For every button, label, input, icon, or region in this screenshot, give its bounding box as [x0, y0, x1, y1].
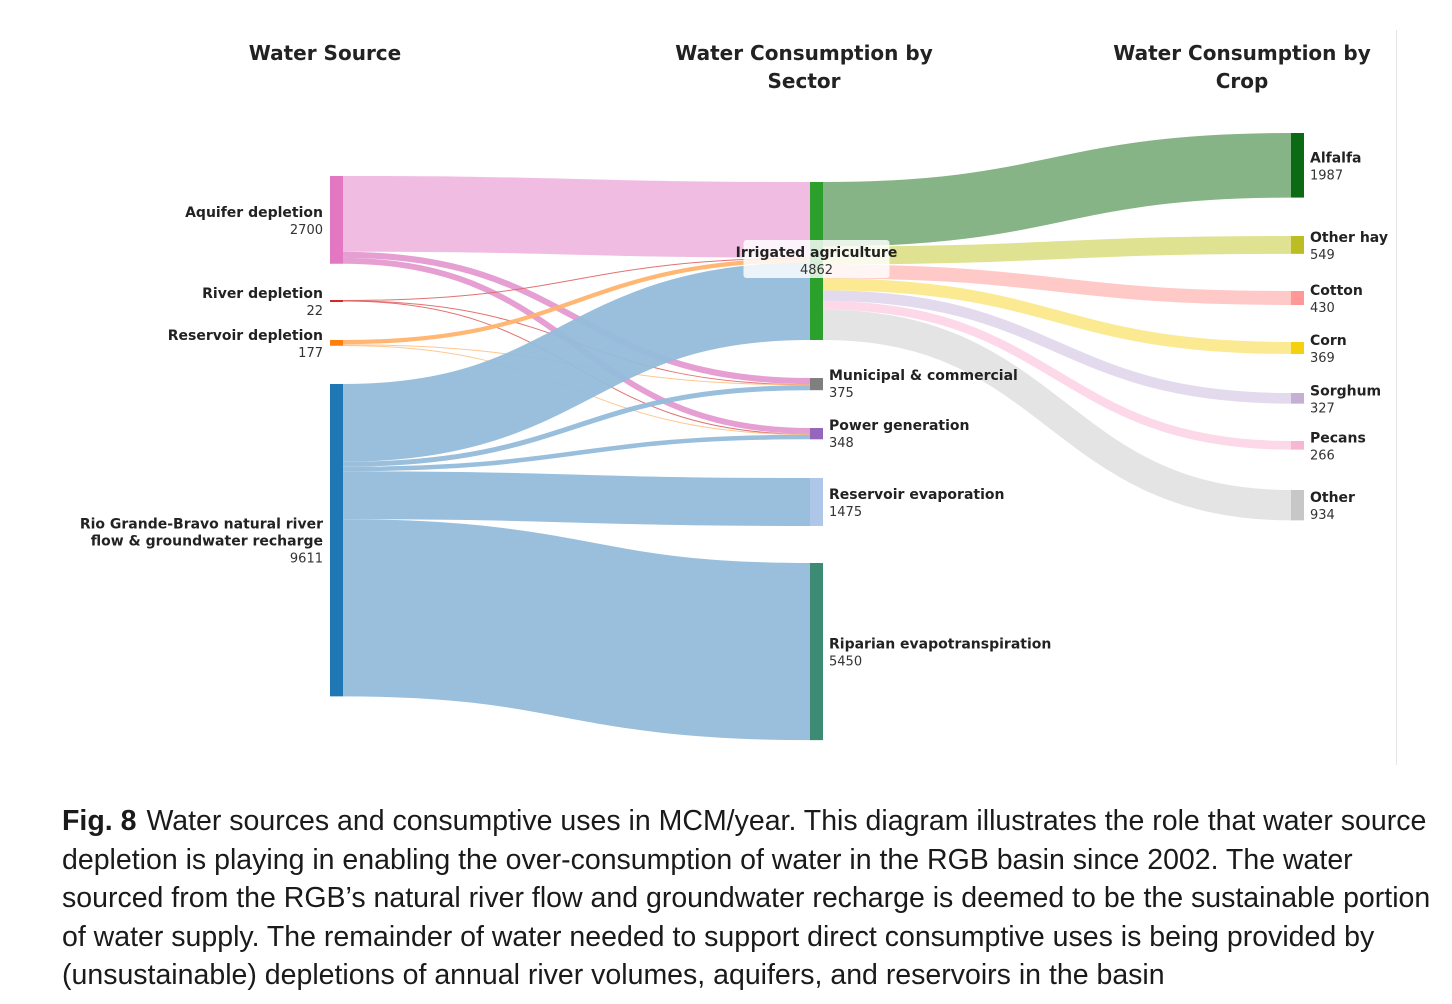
node-otherhay [1291, 236, 1304, 254]
link-irrigated-to-alfalfa [822, 133, 1292, 247]
node-label-irrigated: Irrigated agriculture [736, 245, 898, 261]
node-label-natural-line2: flow & groundwater recharge [91, 534, 323, 550]
node-label-reservoir: Reservoir depletion [168, 328, 323, 344]
figure-caption: Fig. 8 Water sources and consumptive uses… [62, 802, 1442, 995]
node-value-natural: 9611 [290, 552, 323, 567]
node-label-riparian: Riparian evapotranspiration [829, 637, 1051, 653]
node-label-municipal: Municipal & commercial [829, 368, 1018, 384]
node-value-river: 22 [306, 304, 323, 319]
link-irrigated-to-cotton [822, 264, 1292, 305]
link-reservoir-to-irrigated [342, 257, 811, 345]
node-value-irrigated: 4862 [800, 263, 833, 278]
node-label-sorghum: Sorghum [1310, 383, 1381, 399]
node-value-alfalfa: 1987 [1310, 168, 1343, 183]
node-reservoir [330, 340, 343, 346]
node-value-other: 934 [1310, 508, 1335, 523]
node-value-otherhay: 549 [1310, 248, 1335, 263]
node-municipal [810, 378, 823, 391]
link-natural-to-irrigated [342, 262, 811, 462]
node-label-alfalfa: Alfalfa [1310, 150, 1362, 166]
node-label-pecans: Pecans [1310, 430, 1366, 446]
node-label-cotton: Cotton [1310, 283, 1363, 299]
source-column-header: Water Source [249, 41, 401, 65]
link-natural-to-res_evap [342, 471, 811, 526]
node-corn [1291, 342, 1304, 354]
node-label-power: Power generation [829, 418, 970, 434]
node-aquifer [330, 176, 343, 264]
node-cotton [1291, 291, 1304, 305]
column-headers: Water Source Water Consumption by Sector… [249, 41, 1371, 93]
link-irrigated-to-otherhay [822, 235, 1292, 265]
sankey-labels: Aquifer depletion 2700 River depletion 22 Re… [80, 150, 1388, 669]
node-value-pecans: 266 [1310, 448, 1335, 463]
link-natural-to-riparian [342, 519, 811, 741]
figure-caption-text: Water sources and consumptive uses in MC… [62, 805, 1431, 991]
figure-divider [1396, 30, 1397, 765]
link-irrigated-to-pecans [822, 301, 1292, 450]
sector-column-header-line2: Sector [768, 69, 841, 93]
node-label-river: River depletion [202, 286, 323, 302]
link-natural-to-power [342, 434, 811, 472]
node-value-res_evap: 1475 [829, 505, 862, 520]
node-river [330, 300, 343, 302]
link-natural-to-municipal [342, 385, 811, 467]
node-alfalfa [1291, 133, 1304, 198]
sector-column-header-line1: Water Consumption by [675, 41, 932, 65]
node-value-municipal: 375 [829, 386, 854, 401]
figure-label: Fig. 8 [62, 805, 137, 837]
link-irrigated-to-corn [822, 278, 1292, 354]
node-label-natural-line1: Rio Grande-Bravo natural river [80, 517, 323, 533]
sankey-nodes [330, 133, 1304, 741]
node-res_evap [810, 478, 823, 526]
node-value-reservoir: 177 [298, 346, 323, 361]
link-aquifer-to-irrigated [342, 176, 811, 258]
link-irrigated-to-sorghum [822, 290, 1292, 404]
node-label-other: Other [1310, 490, 1355, 506]
node-pecans [1291, 441, 1304, 450]
node-value-corn: 369 [1310, 351, 1335, 366]
link-irrigated-to-other [822, 309, 1292, 521]
node-sorghum [1291, 393, 1304, 404]
node-value-power: 348 [829, 436, 854, 451]
node-label-aquifer: Aquifer depletion [185, 205, 323, 221]
node-value-riparian: 5450 [829, 655, 862, 670]
node-label-res_evap: Reservoir evaporation [829, 487, 1004, 503]
crop-column-header-line1: Water Consumption by [1113, 41, 1370, 65]
node-riparian [810, 563, 823, 741]
sankey-diagram: Water Source Water Consumption by Sector… [80, 41, 1388, 741]
node-value-aquifer: 2700 [290, 223, 323, 238]
node-value-sorghum: 327 [1310, 401, 1335, 416]
irrigated-label-background [743, 240, 890, 278]
link-aquifer-to-municipal [342, 251, 811, 385]
node-natural [330, 384, 343, 697]
node-other [1291, 490, 1304, 521]
crop-column-header-line2: Crop [1216, 69, 1269, 93]
node-label-otherhay: Other hay [1310, 230, 1388, 246]
link-river-to-irrigated [342, 257, 811, 301]
node-power [810, 428, 823, 440]
node-label-corn: Corn [1310, 333, 1347, 349]
node-value-cotton: 430 [1310, 301, 1335, 316]
sankey-links [342, 133, 1292, 741]
